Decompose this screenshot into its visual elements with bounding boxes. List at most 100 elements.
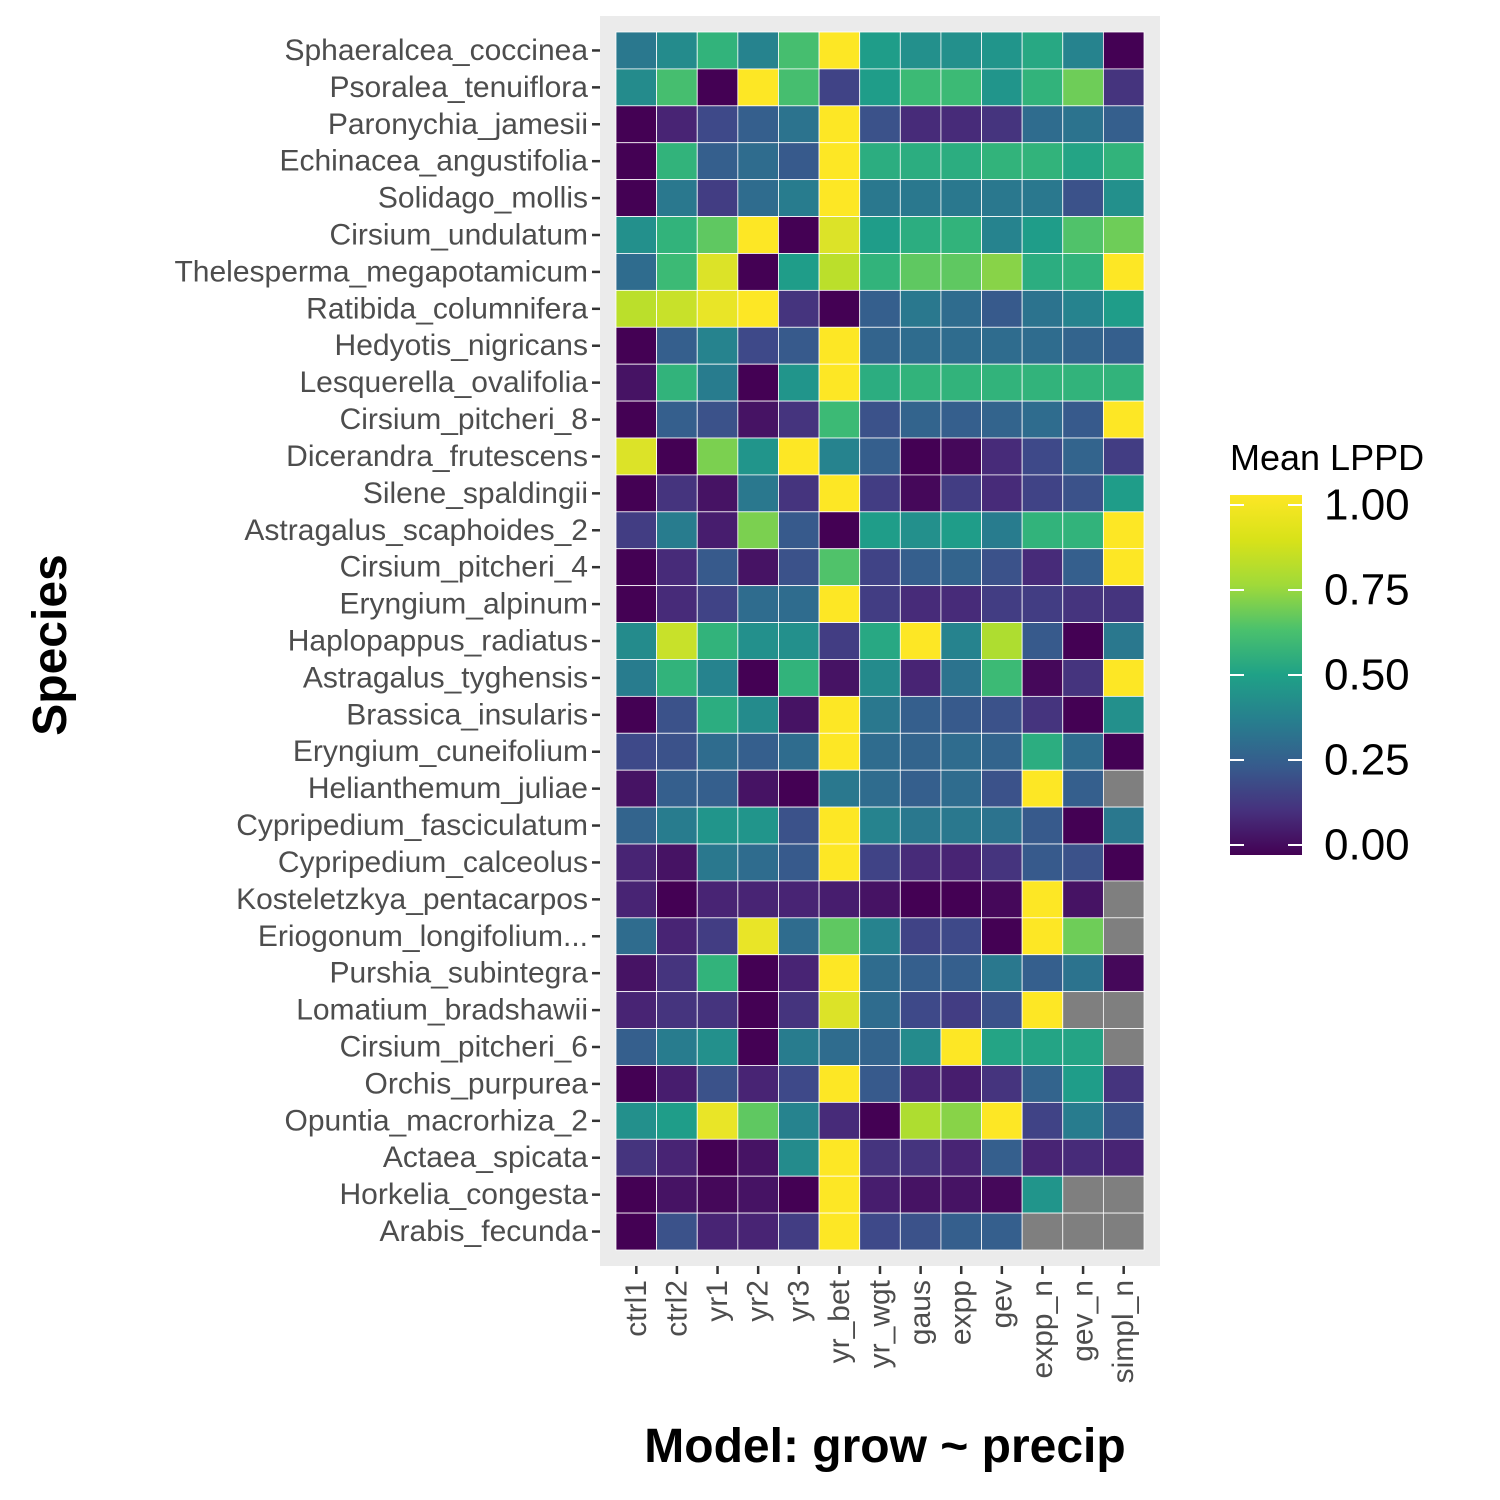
heatmap-cell: [615, 622, 658, 660]
heatmap-cell: [1102, 695, 1145, 734]
heatmap-cell: [778, 363, 820, 402]
heatmap-cell: [1021, 659, 1064, 697]
heatmap-cell: [981, 179, 1023, 217]
heatmap-cell: [1021, 474, 1064, 513]
heatmap-cell: [737, 289, 779, 328]
heatmap-cell: [1062, 1138, 1104, 1177]
heatmap-cell: [1021, 1138, 1064, 1177]
heatmap-cell: [778, 1028, 820, 1066]
heatmap-cell: [1021, 179, 1064, 217]
heatmap-cell: [818, 954, 861, 993]
heatmap-cell: [1062, 917, 1104, 956]
heatmap-cell: [1021, 31, 1064, 70]
heatmap-cell: [737, 1065, 779, 1103]
heatmap-cell: [940, 695, 982, 734]
x-tick-label: yr3: [782, 1280, 815, 1322]
heatmap-cell: [818, 695, 861, 734]
heatmap-cell: [818, 289, 861, 328]
heatmap-cell: [1062, 806, 1104, 845]
heatmap-cell: [981, 363, 1023, 402]
heatmap-cell: [778, 659, 820, 697]
y-tick-label: Horkelia_congesta: [340, 1178, 589, 1211]
heatmap-cell: [1102, 991, 1145, 1029]
heatmap-cell: [1102, 474, 1145, 513]
heatmap-cell: [1062, 1101, 1104, 1140]
heatmap-cell: [818, 1065, 861, 1103]
heatmap-cell: [696, 253, 739, 291]
heatmap-cell: [1062, 1212, 1104, 1251]
y-tick-label: Cirsium_pitcheri_4: [340, 551, 588, 584]
heatmap-cell: [737, 659, 779, 697]
heatmap-cell: [818, 880, 861, 919]
heatmap-cell: [1062, 843, 1104, 882]
heatmap-cell: [778, 732, 820, 771]
heatmap-cell: [696, 31, 739, 70]
heatmap-cell: [981, 105, 1023, 144]
heatmap-cell: [940, 253, 982, 291]
heatmap-cell: [696, 954, 739, 993]
heatmap-cell: [981, 68, 1023, 107]
heatmap-cell: [656, 548, 698, 587]
heatmap-cell: [899, 622, 942, 660]
heatmap-cell: [778, 289, 820, 328]
heatmap-cell: [1062, 511, 1104, 550]
heatmap-cell: [1102, 142, 1145, 181]
heatmap-cell: [1062, 31, 1104, 70]
heatmap-cell: [615, 216, 658, 254]
heatmap-cell: [778, 1138, 820, 1177]
heatmap-cell: [737, 142, 779, 181]
heatmap-cell: [1021, 622, 1064, 660]
heatmap-cell: [656, 695, 698, 734]
heatmap-cell: [615, 732, 658, 771]
heatmap-cell: [1102, 1065, 1145, 1103]
heatmap-cell: [656, 585, 698, 623]
heatmap-cell: [778, 1212, 820, 1251]
heatmap-cell: [696, 1175, 739, 1214]
y-tick-label: Lesquerella_ovalifolia: [299, 366, 588, 399]
heatmap-cell: [1021, 548, 1064, 587]
heatmap-cell: [656, 68, 698, 107]
heatmap-cell: [1062, 142, 1104, 181]
heatmap-cell: [899, 179, 942, 217]
heatmap-cell: [818, 68, 861, 107]
heatmap-cell: [656, 142, 698, 181]
heatmap-cell: [1021, 843, 1064, 882]
heatmap-cell: [696, 142, 739, 181]
heatmap-cell: [859, 954, 901, 993]
heatmap-cell: [899, 142, 942, 181]
heatmap-cell: [818, 511, 861, 550]
heatmap-cell: [1102, 769, 1145, 808]
heatmap-cell: [899, 511, 942, 550]
heatmap-cell: [981, 954, 1023, 993]
heatmap-cell: [1062, 732, 1104, 771]
heatmap-cell: [615, 363, 658, 402]
heatmap-cell: [656, 1101, 698, 1140]
heatmap-cell: [1021, 105, 1064, 144]
heatmap-cell: [981, 216, 1023, 254]
heatmap-cell: [737, 31, 779, 70]
heatmap-cell: [899, 474, 942, 513]
heatmap-cell: [1062, 1065, 1104, 1103]
heatmap-cell: [859, 548, 901, 587]
heatmap-cell: [1102, 326, 1145, 365]
heatmap-cell: [737, 880, 779, 919]
heatmap-cell: [737, 1212, 779, 1251]
heatmap-cell: [1021, 1175, 1064, 1214]
heatmap-cell: [859, 843, 901, 882]
heatmap-cell: [615, 1065, 658, 1103]
legend-tick-label: 0.75: [1324, 566, 1410, 615]
y-tick-label: Cypripedium_calceolus: [278, 846, 588, 879]
heatmap-cell: [615, 695, 658, 734]
heatmap-cell: [899, 954, 942, 993]
heatmap-cell: [656, 917, 698, 956]
heatmap-cell: [1062, 769, 1104, 808]
heatmap-cell: [940, 585, 982, 623]
heatmap-cell: [656, 511, 698, 550]
heatmap-cell: [656, 326, 698, 365]
heatmap-cell: [737, 954, 779, 993]
heatmap-cell: [696, 1065, 739, 1103]
heatmap-cell: [696, 585, 739, 623]
heatmap-cell: [615, 954, 658, 993]
heatmap-cell: [981, 991, 1023, 1029]
heatmap-cell: [981, 880, 1023, 919]
